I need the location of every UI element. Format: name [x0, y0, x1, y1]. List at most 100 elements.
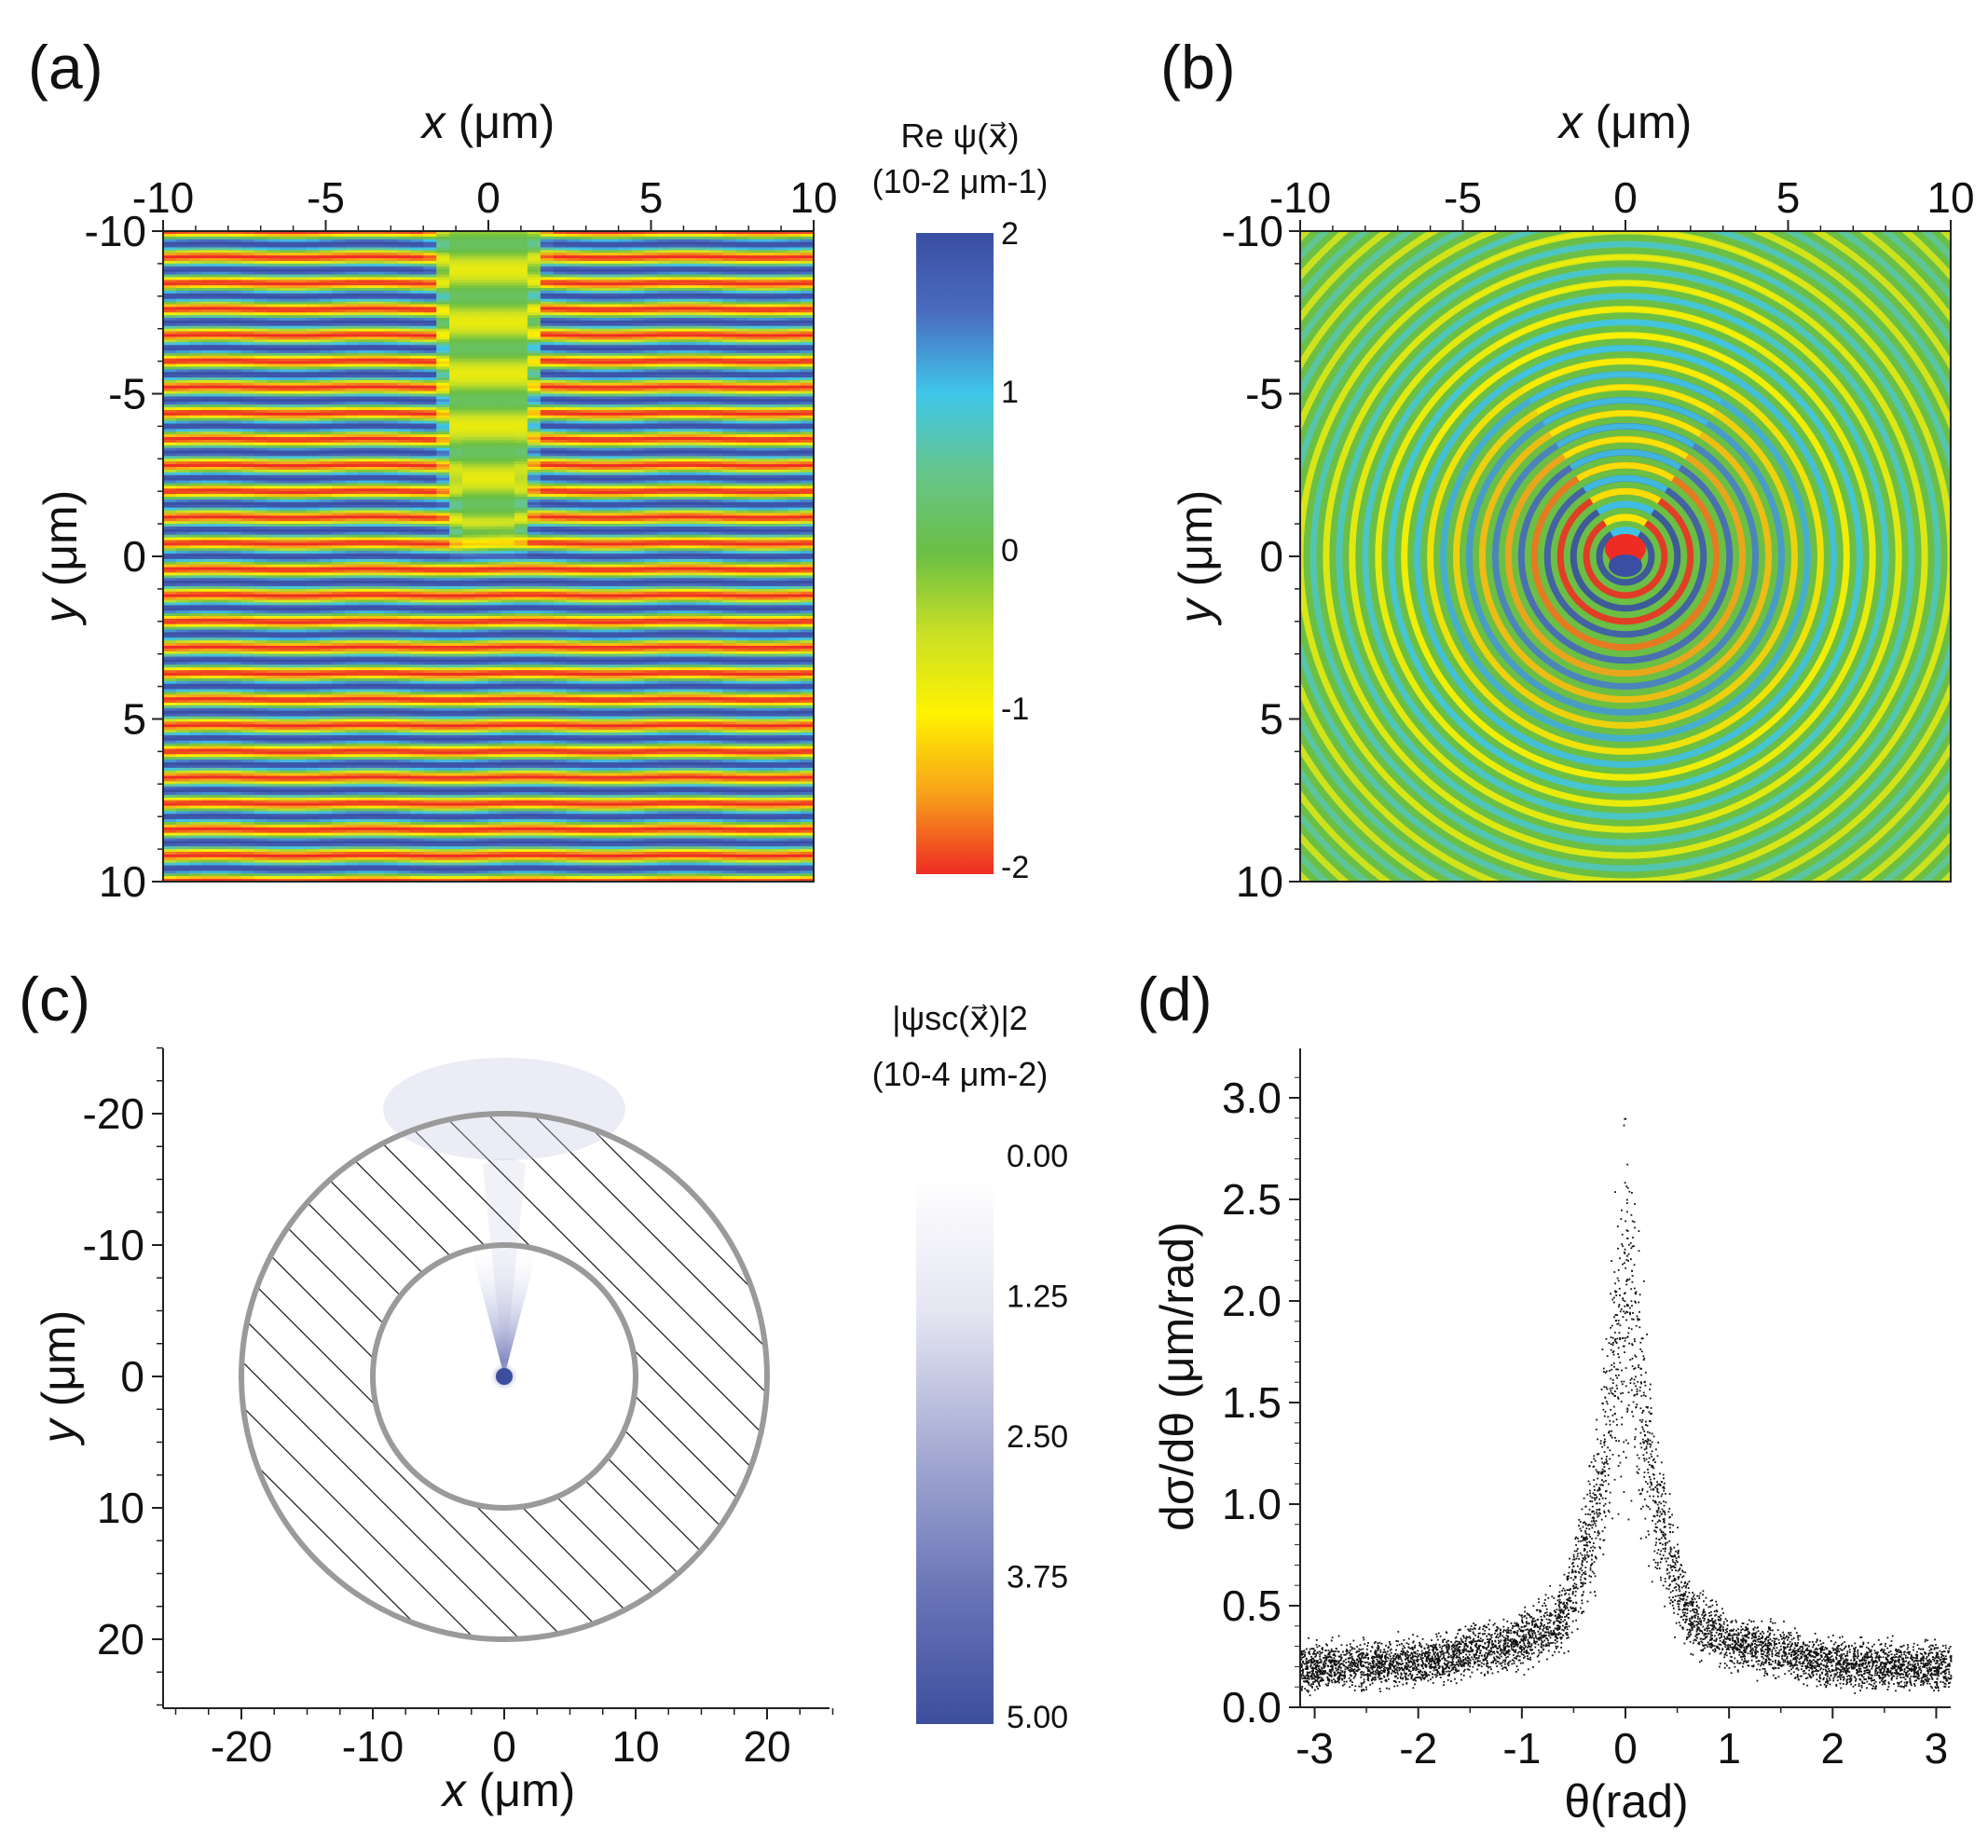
heatmap-a-cell — [775, 274, 788, 279]
heatmap-a-cell — [801, 301, 814, 306]
heatmap-a-cell — [462, 358, 476, 363]
heatmap-a-cell — [201, 301, 216, 306]
heatmap-a-cell — [709, 268, 723, 273]
heatmap-a-cell — [618, 412, 633, 417]
heatmap-a-cell — [371, 429, 385, 432]
heatmap-a-cell — [306, 488, 321, 492]
heatmap-a-cell — [462, 456, 476, 459]
heatmap-a-cell — [188, 334, 203, 338]
heatmap-a-cell — [227, 320, 242, 324]
heatmap-a-cell — [345, 290, 359, 294]
heatmap-a-cell — [358, 393, 372, 398]
heatmap-a-cell — [214, 285, 229, 289]
heatmap-a-cell — [371, 320, 385, 324]
heatmap-a-cell — [527, 390, 542, 395]
heatmap-a-cell — [696, 239, 710, 243]
heatmap-a-cell — [188, 445, 203, 449]
heatmap-a-cell — [644, 382, 659, 387]
heatmap-a-cell — [761, 355, 775, 360]
heatmap-a-cell — [605, 349, 620, 354]
heatmap-a-cell — [384, 469, 398, 473]
heatmap-a-cell — [592, 325, 607, 330]
heatmap-a-cell — [488, 450, 502, 455]
heatmap-a-cell — [201, 271, 216, 276]
heatmap-a-cell — [553, 320, 568, 324]
heatmap-a-cell — [293, 388, 308, 392]
heatmap-a-cell — [371, 445, 385, 449]
heatmap-a-cell — [566, 304, 581, 308]
heatmap-a-cell — [514, 372, 528, 376]
heatmap-a-cell — [566, 348, 581, 351]
heatmap-a-cell — [540, 464, 555, 468]
heatmap-a-cell — [761, 418, 775, 422]
heatmap-a-cell — [592, 295, 607, 300]
heatmap-a-cell — [527, 345, 542, 349]
heatmap-a-cell — [527, 295, 542, 300]
heatmap-a-cell — [345, 253, 359, 256]
heatmap-a-cell — [566, 393, 581, 398]
heatmap-a-cell — [293, 393, 308, 398]
heatmap-a-cell — [397, 293, 411, 297]
heatmap-a-cell — [319, 352, 334, 357]
heatmap-a-cell — [540, 382, 555, 387]
heatmap-a-cell — [371, 309, 385, 313]
heatmap-a-cell — [644, 453, 659, 457]
heatmap-a-cell — [709, 388, 723, 392]
heatmap-a-cell — [384, 412, 398, 417]
heatmap-a-cell — [500, 491, 515, 495]
heatmap-a-cell — [423, 488, 437, 492]
heatmap-a-cell — [670, 236, 684, 240]
heatmap-a-cell — [670, 483, 684, 486]
heatmap-a-cell — [722, 301, 736, 306]
heatmap-a-cell — [293, 345, 308, 349]
heatmap-a-cell — [462, 285, 476, 289]
heatmap-a-cell — [500, 263, 515, 267]
heatmap-a-cell — [631, 483, 646, 486]
heatmap-a-cell — [683, 355, 697, 360]
heatmap-a-cell — [175, 253, 190, 256]
heatmap-a-cell — [475, 497, 489, 500]
heatmap-a-cell — [540, 345, 555, 349]
heatmap-a-cell — [423, 271, 437, 276]
heatmap-a-cell — [267, 486, 281, 489]
heatmap-a-cell — [540, 274, 555, 279]
heatmap-a-cell — [670, 315, 684, 319]
heatmap-a-cell — [332, 483, 347, 486]
heatmap-a-cell — [306, 348, 321, 351]
heatmap-a-cell — [683, 328, 697, 333]
heatmap-a-cell — [500, 445, 515, 449]
heatmap-a-cell — [566, 349, 581, 354]
heatmap-a-cell — [592, 231, 607, 235]
heatmap-a-cell — [449, 244, 463, 249]
heatmap-a-cell — [761, 266, 775, 270]
heatmap-a-cell — [709, 469, 723, 473]
heatmap-a-cell — [709, 415, 723, 419]
heatmap-a-cell — [188, 390, 203, 395]
heatmap-a-cell — [371, 241, 385, 246]
heatmap-a-cell — [267, 266, 281, 270]
heatmap-a-cell — [592, 464, 607, 468]
heatmap-a-cell — [709, 453, 723, 457]
heatmap-a-cell — [449, 334, 463, 338]
heatmap-a-cell — [240, 486, 255, 489]
heatmap-a-cell — [500, 456, 515, 459]
heatmap-a-cell — [683, 486, 697, 489]
heatmap-a-cell — [631, 379, 646, 384]
heatmap-a-cell — [540, 239, 555, 243]
heatmap-a-cell — [384, 355, 398, 360]
heatmap-a-cell — [683, 253, 697, 256]
heatmap-a-cell — [735, 271, 749, 276]
heatmap-a-cell — [163, 247, 177, 251]
heatmap-a-cell — [188, 307, 203, 310]
heatmap-a-cell — [540, 467, 555, 471]
heatmap-a-cell — [605, 480, 620, 485]
heatmap-a-cell — [449, 447, 463, 452]
heatmap-a-cell — [475, 396, 489, 400]
heatmap-a-cell — [345, 345, 359, 349]
heatmap-a-cell — [775, 255, 788, 259]
heatmap-a-cell — [605, 301, 620, 306]
heatmap-a-cell — [514, 491, 528, 495]
heatmap-a-cell — [566, 339, 581, 343]
heatmap-a-cell — [709, 379, 723, 384]
heatmap-a-cell — [735, 439, 749, 444]
